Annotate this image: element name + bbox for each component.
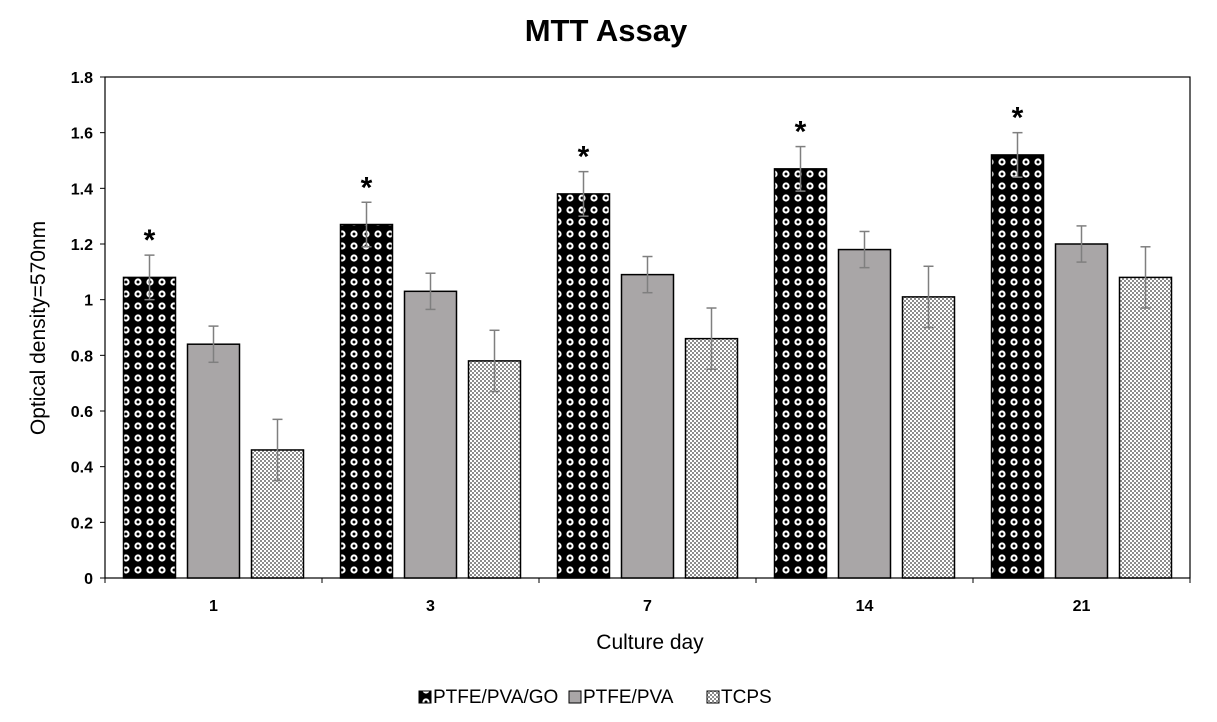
x-tick-label: 1 bbox=[209, 598, 218, 615]
bar bbox=[556, 193, 611, 579]
bar bbox=[403, 290, 458, 579]
legend-swatch bbox=[418, 690, 432, 704]
legend-item: TCPS bbox=[706, 687, 772, 708]
y-axis-title: Optical density=570nm bbox=[27, 221, 50, 435]
significance-marker: * bbox=[144, 224, 156, 257]
x-tick-label: 21 bbox=[1073, 598, 1091, 615]
significance-marker: * bbox=[361, 171, 373, 204]
bar bbox=[1054, 243, 1109, 579]
bar bbox=[684, 337, 739, 579]
bar bbox=[620, 273, 675, 579]
bar bbox=[122, 276, 177, 579]
y-tick-label: 0.4 bbox=[71, 460, 93, 477]
bar bbox=[990, 154, 1045, 579]
y-tick-label: 1 bbox=[84, 293, 93, 310]
significance-marker: * bbox=[1012, 102, 1024, 135]
legend-item: PTFE/PVA bbox=[568, 687, 674, 708]
x-tick-label: 14 bbox=[856, 598, 874, 615]
significance-marker: * bbox=[578, 141, 590, 174]
legend: PTFE/PVA/GO PTFE/PVA TCPS bbox=[418, 687, 772, 708]
significance-marker: * bbox=[795, 116, 807, 149]
x-tick-label: 7 bbox=[643, 598, 652, 615]
bar bbox=[339, 223, 394, 579]
y-tick-label: 1.2 bbox=[71, 237, 93, 254]
legend-swatch bbox=[706, 690, 720, 704]
bar bbox=[1118, 276, 1173, 579]
bar bbox=[901, 296, 956, 579]
y-tick-label: 0.2 bbox=[71, 515, 93, 532]
bar bbox=[467, 360, 522, 579]
x-axis-title: Culture day bbox=[596, 631, 704, 654]
legend-item: PTFE/PVA/GO bbox=[418, 687, 558, 708]
y-tick-label: 1.4 bbox=[71, 181, 93, 198]
y-tick-label: 1.6 bbox=[71, 126, 93, 143]
x-tick-label: 3 bbox=[426, 598, 435, 615]
legend-label: PTFE/PVA/GO bbox=[433, 687, 558, 708]
chart-title: MTT Assay bbox=[525, 13, 688, 48]
legend-label: TCPS bbox=[721, 687, 772, 708]
bar bbox=[186, 343, 241, 579]
plot-area: 0 0.2 0.4 0.6 0.8 1 1.2 1.4 1.6 1.8 1 * 3 * 7 * 14 * 21 * bbox=[71, 70, 1191, 615]
legend-label: PTFE/PVA bbox=[583, 687, 674, 708]
y-tick-label: 0.8 bbox=[71, 348, 93, 365]
bar bbox=[837, 248, 892, 579]
bar bbox=[773, 168, 828, 579]
y-tick-label: 0 bbox=[84, 571, 93, 588]
legend-swatch bbox=[568, 690, 582, 704]
y-tick-label: 0.6 bbox=[71, 404, 93, 421]
y-tick-label: 1.8 bbox=[71, 70, 93, 87]
